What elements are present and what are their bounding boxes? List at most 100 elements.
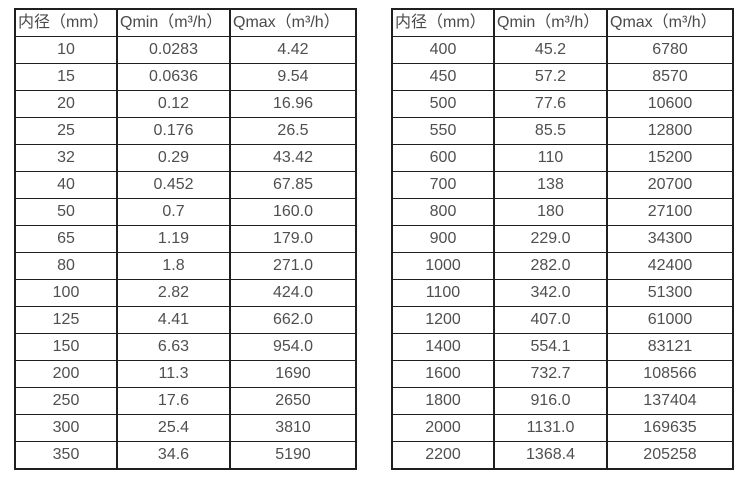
table-cell: 150 [14, 333, 118, 361]
header-row: 内径（mm） Qmin（m³/h） Qmax（m³/h） [14, 8, 357, 37]
table-cell: 2650 [229, 387, 357, 415]
table-cell: 732.7 [493, 360, 608, 388]
table-row: 800 180 27100 [391, 198, 734, 226]
table-row: 1100 342.0 51300 [391, 279, 734, 307]
table-cell: 424.0 [229, 279, 357, 307]
table-cell: 700 [391, 171, 495, 199]
flow-spec-table-left-container: 内径（mm） Qmin（m³/h） Qmax（m³/h） 10 0.0283 4.42 1… [14, 8, 357, 470]
table-cell: 229.0 [493, 225, 608, 253]
table-row: 65 1.19 179.0 [14, 225, 357, 253]
table-cell: 11.3 [116, 360, 231, 388]
table-cell: 15200 [606, 144, 734, 172]
table-cell: 250 [14, 387, 118, 415]
table-cell: 32 [14, 144, 118, 172]
table-cell: 9.54 [229, 63, 357, 91]
table-cell: 110 [493, 144, 608, 172]
table-cell: 77.6 [493, 90, 608, 118]
table-cell: 0.29 [116, 144, 231, 172]
table-cell: 25 [14, 117, 118, 145]
table-cell: 4.42 [229, 36, 357, 64]
table-cell: 550 [391, 117, 495, 145]
table-cell: 137404 [606, 387, 734, 415]
table-cell: 1.19 [116, 225, 231, 253]
table-row: 100 2.82 424.0 [14, 279, 357, 307]
table-cell: 1100 [391, 279, 495, 307]
table-cell: 108566 [606, 360, 734, 388]
header-cell-1: Qmin（m³/h） [116, 8, 231, 37]
table-cell: 1600 [391, 360, 495, 388]
table-cell: 1368.4 [493, 441, 608, 470]
table-cell: 85.5 [493, 117, 608, 145]
table-cell: 200 [14, 360, 118, 388]
table-cell: 2.82 [116, 279, 231, 307]
table-row: 1600 732.7 108566 [391, 360, 734, 388]
table-row: 40 0.452 67.85 [14, 171, 357, 199]
table-cell: 4.41 [116, 306, 231, 334]
table-cell: 342.0 [493, 279, 608, 307]
table-cell: 67.85 [229, 171, 357, 199]
table-cell: 554.1 [493, 333, 608, 361]
table-cell: 2000 [391, 414, 495, 442]
table-cell: 20700 [606, 171, 734, 199]
table-cell: 43.42 [229, 144, 357, 172]
table-cell: 61000 [606, 306, 734, 334]
table-row: 150 6.63 954.0 [14, 333, 357, 361]
table-cell: 407.0 [493, 306, 608, 334]
table-cell: 40 [14, 171, 118, 199]
header-cell-2: Qmax（m³/h） [229, 8, 357, 37]
table-cell: 125 [14, 306, 118, 334]
table-cell: 1.8 [116, 252, 231, 280]
table-cell: 300 [14, 414, 118, 442]
table-row: 1400 554.1 83121 [391, 333, 734, 361]
table-row: 450 57.2 8570 [391, 63, 734, 91]
table-cell: 8570 [606, 63, 734, 91]
table-cell: 27100 [606, 198, 734, 226]
table-cell: 600 [391, 144, 495, 172]
table-cell: 1400 [391, 333, 495, 361]
header-row: 内径（mm） Qmin（m³/h） Qmax（m³/h） [391, 8, 734, 37]
table-row: 1000 282.0 42400 [391, 252, 734, 280]
header-cell-1: Qmin（m³/h） [493, 8, 608, 37]
table-cell: 80 [14, 252, 118, 280]
table-cell: 1000 [391, 252, 495, 280]
table-row: 2000 1131.0 169635 [391, 414, 734, 442]
table-row: 700 138 20700 [391, 171, 734, 199]
table-cell: 6780 [606, 36, 734, 64]
table-cell: 350 [14, 441, 118, 470]
table-row: 300 25.4 3810 [14, 414, 357, 442]
table-cell: 3810 [229, 414, 357, 442]
table-cell: 42400 [606, 252, 734, 280]
table-cell: 10 [14, 36, 118, 64]
table-cell: 57.2 [493, 63, 608, 91]
table-cell: 51300 [606, 279, 734, 307]
table-cell: 0.176 [116, 117, 231, 145]
table-cell: 12800 [606, 117, 734, 145]
table-row: 550 85.5 12800 [391, 117, 734, 145]
table-cell: 800 [391, 198, 495, 226]
flow-spec-table-small-diameters: 内径（mm） Qmin（m³/h） Qmax（m³/h） 10 0.0283 4.42 1… [14, 8, 357, 470]
table-cell: 0.12 [116, 90, 231, 118]
table-cell: 50 [14, 198, 118, 226]
table-cell: 1200 [391, 306, 495, 334]
table-row: 900 229.0 34300 [391, 225, 734, 253]
table-cell: 34300 [606, 225, 734, 253]
table-row: 10 0.0283 4.42 [14, 36, 357, 64]
table-cell: 0.0636 [116, 63, 231, 91]
table-row: 80 1.8 271.0 [14, 252, 357, 280]
table-row: 15 0.0636 9.54 [14, 63, 357, 91]
header-cell-0: 内径（mm） [14, 8, 118, 37]
table-cell: 100 [14, 279, 118, 307]
table-cell: 5190 [229, 441, 357, 470]
table-cell: 1800 [391, 387, 495, 415]
table-row: 32 0.29 43.42 [14, 144, 357, 172]
table-cell: 169635 [606, 414, 734, 442]
table-cell: 45.2 [493, 36, 608, 64]
table-row: 500 77.6 10600 [391, 90, 734, 118]
table-cell: 1690 [229, 360, 357, 388]
header-cell-0: 内径（mm） [391, 8, 495, 37]
table-cell: 25.4 [116, 414, 231, 442]
table-header: 内径（mm） Qmin（m³/h） Qmax（m³/h） [14, 8, 357, 37]
table-cell: 954.0 [229, 333, 357, 361]
table-cell: 662.0 [229, 306, 357, 334]
table-cell: 450 [391, 63, 495, 91]
